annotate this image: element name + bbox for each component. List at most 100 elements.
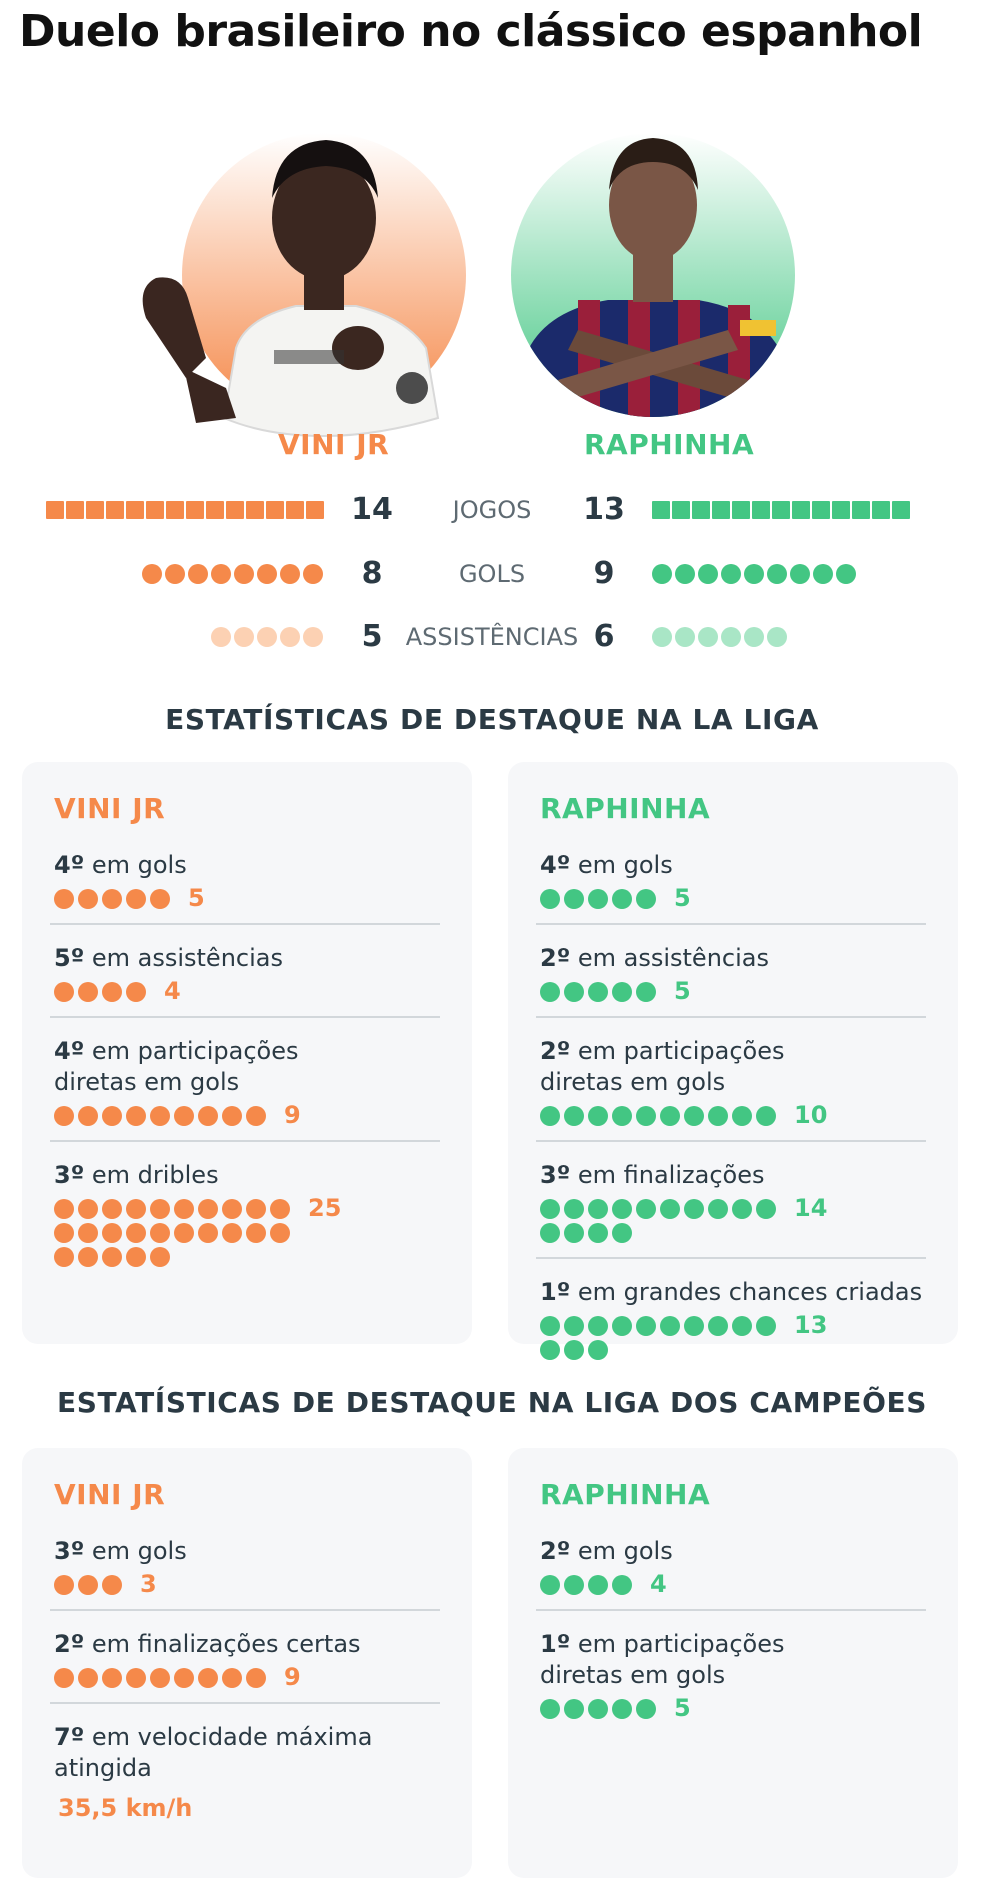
stat-dot xyxy=(636,889,656,909)
vini-mark xyxy=(257,564,277,584)
vini-mark xyxy=(257,627,277,647)
stat-dot xyxy=(612,1223,632,1243)
stat-value: 9 xyxy=(284,1663,301,1691)
stat-dot xyxy=(78,1223,98,1243)
stat-divider xyxy=(536,923,926,925)
page-title: Duelo brasileiro no clássico espanhol xyxy=(19,6,923,57)
stat-dot xyxy=(198,1199,218,1219)
raphinha-mark xyxy=(721,564,741,584)
la-liga-vini-card: VINI JR 4º em gols 5 5º em assistências 4 4º … xyxy=(22,762,472,1344)
stat-label-text: em gols xyxy=(84,851,187,879)
raphinha-mark xyxy=(872,501,890,519)
stat-dot xyxy=(102,1575,122,1595)
raphinha-mark xyxy=(652,627,672,647)
stat-dot xyxy=(198,1106,218,1126)
stat-rank: 2º xyxy=(540,1537,571,1565)
stat-dot xyxy=(588,1340,608,1360)
raphinha-mark xyxy=(767,564,787,584)
stat-dot xyxy=(270,1223,290,1243)
stat-dot xyxy=(564,1340,584,1360)
stat-dot xyxy=(54,1575,74,1595)
stat-dot xyxy=(102,1668,122,1688)
raphinha-mark xyxy=(675,564,695,584)
stat-item: 2º em participações diretas em gols xyxy=(540,1036,784,1098)
stat-dot xyxy=(540,1340,560,1360)
stat-dot xyxy=(612,982,632,1002)
raphinha-mark xyxy=(744,564,764,584)
stat-dot xyxy=(102,889,122,909)
stat-label-text: em participações diretas em gols xyxy=(54,1037,299,1096)
stat-dot xyxy=(612,1199,632,1219)
raphinha-mark xyxy=(832,501,850,519)
vini-name: VINI JR xyxy=(278,428,390,461)
stat-label: 4º em gols xyxy=(540,850,673,881)
raphinha-value-label: 6 xyxy=(593,619,615,654)
vini-mark xyxy=(66,501,84,519)
stat-dot xyxy=(636,982,656,1002)
vini-mark xyxy=(211,627,231,647)
raphinha-mark xyxy=(836,564,856,584)
raphinha-value-label: 9 xyxy=(593,556,615,591)
raphinha-mark xyxy=(790,564,810,584)
stat-rank: 4º xyxy=(54,851,85,879)
stat-label-text: em gols xyxy=(84,1537,187,1565)
vini-value-label: 8 xyxy=(361,556,383,591)
comparison-row: GOLS 8 9 xyxy=(0,554,984,594)
stat-dot xyxy=(684,1316,704,1336)
stat-dot xyxy=(636,1106,656,1126)
comparison-row: ASSISTÊNCIAS 5 6 xyxy=(0,617,984,657)
vini-mark xyxy=(106,501,124,519)
vini-mark xyxy=(206,501,224,519)
stat-dot xyxy=(540,1223,560,1243)
stat-dot xyxy=(588,1223,608,1243)
stat-item: 2º em finalizações certas xyxy=(54,1629,361,1660)
stat-item: 1º em participações diretas em gols xyxy=(540,1629,784,1691)
stat-label: 1º em participações diretas em gols xyxy=(540,1629,784,1691)
stat-dot xyxy=(102,1106,122,1126)
vini-mark xyxy=(303,564,323,584)
raphinha-mark xyxy=(721,627,741,647)
stat-label: 2º em participações diretas em gols xyxy=(540,1036,784,1098)
stat-dot xyxy=(540,1316,560,1336)
stat-dot xyxy=(78,982,98,1002)
stat-dot xyxy=(150,1668,170,1688)
stat-dot xyxy=(732,1106,752,1126)
raphinha-mark xyxy=(732,501,750,519)
stat-value: 5 xyxy=(188,884,205,912)
card-player-name: RAPHINHA xyxy=(540,792,711,825)
stat-label: 3º em gols xyxy=(54,1536,187,1567)
stat-dot xyxy=(54,1106,74,1126)
stat-dot xyxy=(588,1316,608,1336)
raphinha-mark xyxy=(672,501,690,519)
vini-value-label: 5 xyxy=(361,619,383,654)
stat-dot xyxy=(588,1199,608,1219)
raphinha-mark xyxy=(812,501,830,519)
stat-value: 4 xyxy=(650,1570,667,1598)
stat-label: 3º em dribles xyxy=(54,1160,219,1191)
stat-dot xyxy=(102,1223,122,1243)
vini-mark xyxy=(286,501,304,519)
stat-dot xyxy=(102,982,122,1002)
stat-dot xyxy=(588,1699,608,1719)
raphinha-mark xyxy=(813,564,833,584)
stat-dot xyxy=(126,1668,146,1688)
stat-label: 7º em velocidade máxima atingida xyxy=(54,1722,372,1784)
stat-dot xyxy=(732,1316,752,1336)
stat-label: 4º em gols xyxy=(54,850,187,881)
stat-dot xyxy=(174,1106,194,1126)
vini-mark xyxy=(86,501,104,519)
vini-value-label: 14 xyxy=(351,492,393,527)
stat-dot xyxy=(564,1199,584,1219)
stat-dot xyxy=(660,1106,680,1126)
stat-dot xyxy=(222,1668,242,1688)
stat-dot xyxy=(564,1575,584,1595)
stat-dot xyxy=(732,1199,752,1219)
stat-item: 7º em velocidade máxima atingida xyxy=(54,1722,372,1784)
card-player-name: VINI JR xyxy=(54,792,166,825)
stat-rank: 4º xyxy=(54,1037,85,1065)
stat-dot xyxy=(540,1699,560,1719)
stat-dot xyxy=(636,1316,656,1336)
stat-dot xyxy=(222,1223,242,1243)
stat-dot xyxy=(54,982,74,1002)
stat-dot xyxy=(78,1668,98,1688)
